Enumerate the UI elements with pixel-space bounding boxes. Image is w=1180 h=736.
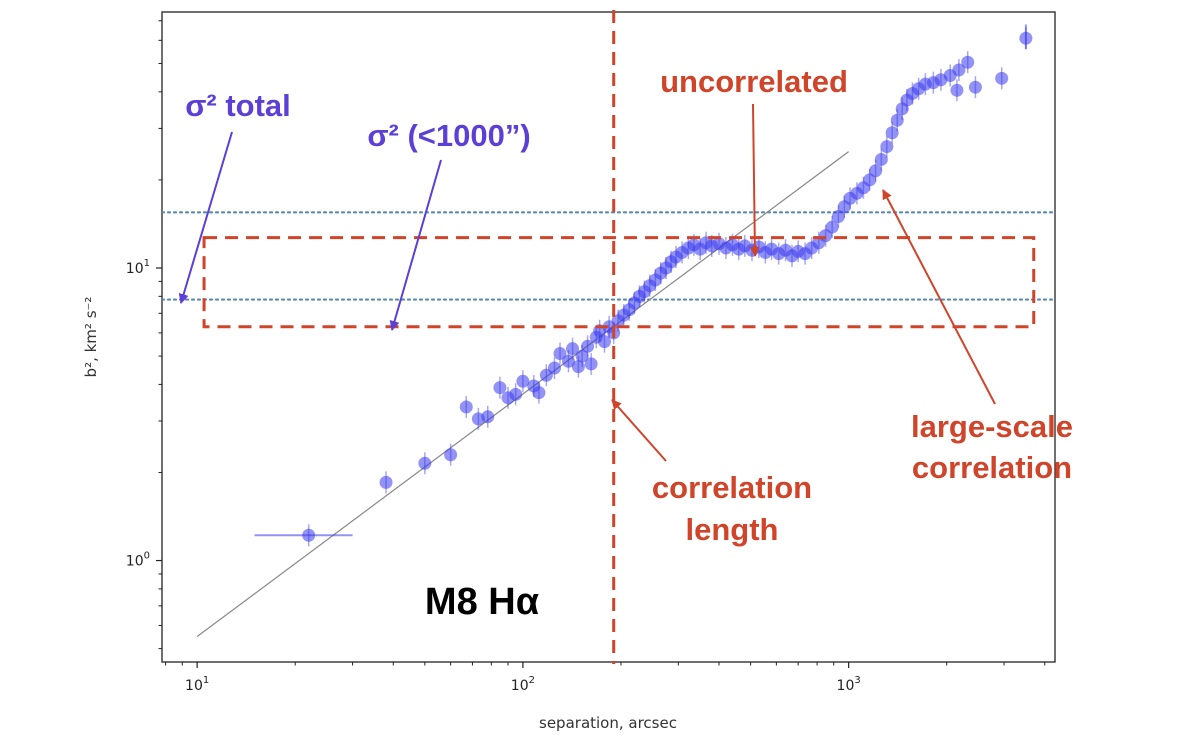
data-point — [825, 216, 839, 239]
sigma-lt1000-arrow — [389, 159, 442, 331]
uncorrelated-label: uncorrelated — [660, 64, 848, 99]
x-tick-label: 101 — [185, 675, 209, 694]
data-point — [581, 335, 595, 358]
data-point — [547, 357, 561, 380]
variance-region-box — [202, 236, 1036, 329]
x-axis-label: separation, arcsec — [539, 714, 677, 732]
point-marker — [379, 475, 393, 489]
point-marker — [584, 357, 598, 371]
point-marker — [890, 113, 904, 127]
point-marker — [885, 126, 899, 140]
fit-line — [196, 151, 850, 637]
point-marker — [493, 381, 507, 395]
data-point — [950, 79, 964, 102]
data-point — [869, 159, 883, 182]
y-axis-label: b², km² s⁻² — [82, 297, 100, 378]
point-marker — [509, 387, 523, 401]
data-point — [968, 76, 982, 99]
data-point — [418, 452, 432, 475]
point-marker — [581, 339, 595, 353]
overlay — [202, 10, 1036, 664]
data-point — [532, 381, 546, 404]
correlation-length-label-2: length — [686, 512, 779, 547]
point-marker — [561, 354, 575, 368]
data-point — [1019, 24, 1033, 50]
point-marker — [302, 528, 316, 542]
data-point — [597, 330, 611, 353]
point-marker — [869, 164, 883, 178]
y-tick-label: 100 — [126, 551, 150, 570]
point-marker — [880, 140, 894, 154]
x-tick-label: 102 — [511, 675, 535, 694]
point-marker — [418, 456, 432, 470]
data-point — [254, 524, 353, 547]
object-label: M8 Hα — [425, 581, 539, 623]
point-marker — [950, 83, 964, 97]
data-point — [481, 405, 495, 428]
point-marker — [516, 374, 530, 388]
point-marker — [1019, 31, 1033, 45]
point-marker — [566, 342, 580, 356]
point-marker — [532, 386, 546, 400]
data-point — [561, 350, 575, 373]
point-marker — [952, 63, 966, 77]
sigma-lt1000-label: σ² (<1000”) — [367, 118, 530, 153]
sigma-total-label: σ² total — [185, 88, 291, 123]
data-point — [885, 121, 899, 144]
point-marker — [553, 347, 567, 361]
data-point — [880, 135, 894, 158]
point-marker — [968, 80, 982, 94]
data-point — [459, 395, 473, 418]
point-marker — [481, 410, 495, 424]
y-tick-label: 101 — [126, 258, 150, 277]
correlation-length-arrow — [611, 399, 667, 462]
data-point — [566, 337, 580, 360]
point-marker — [961, 55, 975, 69]
data-point — [493, 376, 507, 399]
data-point — [516, 370, 530, 393]
large-scale-label-1: large-scale — [911, 409, 1073, 444]
point-marker — [825, 220, 839, 234]
point-marker — [863, 173, 877, 187]
point-marker — [571, 360, 585, 374]
correlation-length-label-1: correlation — [652, 470, 812, 505]
large-scale-arrow — [882, 189, 996, 405]
point-marker — [459, 400, 473, 414]
data-point — [444, 443, 458, 466]
data-point — [379, 471, 393, 494]
data-point — [553, 342, 567, 365]
uncorrelated-arrow — [749, 103, 760, 257]
data-point — [874, 148, 888, 171]
dotted-reference-lines — [162, 211, 1055, 301]
point-marker — [547, 361, 561, 375]
point-marker — [575, 349, 589, 363]
point-marker — [831, 209, 845, 223]
point-marker — [874, 152, 888, 166]
point-marker — [444, 448, 458, 462]
data-point — [952, 59, 966, 82]
axis-ticks: 101 102 103 100 101 — [126, 20, 1046, 694]
point-marker — [995, 71, 1009, 85]
point-marker — [597, 335, 611, 349]
data-points — [254, 24, 1033, 547]
data-point — [584, 352, 598, 375]
x-tick-label: 103 — [837, 675, 861, 694]
sigma-total-arrow — [178, 131, 233, 304]
fit-line-segment — [196, 151, 850, 637]
large-scale-label-2: correlation — [912, 450, 1072, 485]
data-point — [961, 51, 975, 74]
data-point — [509, 383, 523, 406]
data-point — [995, 67, 1009, 90]
